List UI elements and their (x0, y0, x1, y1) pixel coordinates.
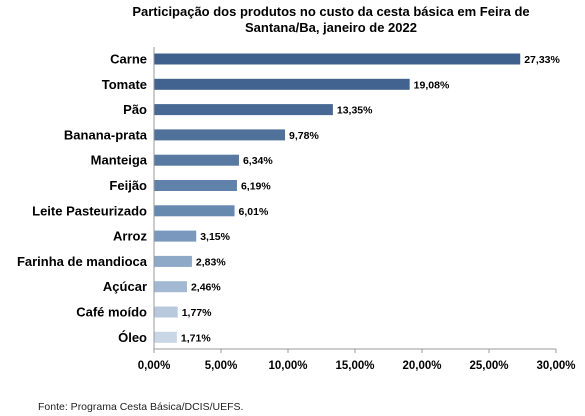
bar (154, 129, 286, 141)
x-tick-label: 20,00% (402, 360, 441, 372)
x-tick-label: 10,00% (268, 360, 307, 372)
value-label: 6,34% (243, 155, 273, 167)
bar (154, 281, 187, 293)
bar (154, 306, 178, 318)
value-label: 9,78% (289, 130, 319, 142)
chart-title-line-1: Participação dos produtos no custo da ce… (132, 4, 529, 19)
category-label: Óleo (118, 330, 147, 345)
value-label: 27,33% (524, 54, 560, 66)
bar (154, 255, 192, 267)
bar (154, 230, 197, 242)
bar (154, 78, 410, 90)
category-label: Açúcar (103, 279, 147, 294)
value-label: 2,46% (191, 282, 221, 294)
x-axis: 0,00% 5,00% 10,00% 15,00% 20,00% 25,00% 30,00% (138, 47, 576, 372)
category-label: Banana-prata (64, 127, 148, 142)
value-label: 6,19% (241, 181, 271, 193)
category-label: Manteiga (91, 153, 148, 168)
bar (154, 53, 521, 65)
bar (154, 331, 177, 343)
category-label: Farinha de mandioca (17, 254, 148, 269)
bar (154, 205, 235, 217)
category-label: Carne (110, 52, 147, 67)
category-label: Leite Pasteurizado (32, 203, 147, 218)
category-label: Tomate (102, 77, 147, 92)
category-label: Arroz (113, 229, 147, 244)
x-tick-label: 5,00% (205, 360, 238, 372)
value-label: 13,35% (337, 105, 373, 117)
source-note: Fonte: Programa Cesta Básica/DCIS/UEFS. (38, 401, 244, 413)
category-label: Pão (123, 102, 147, 117)
x-tick-label: 30,00% (536, 360, 575, 372)
value-label: 3,15% (200, 231, 230, 243)
bar (154, 154, 239, 166)
x-tick-label: 0,00% (138, 360, 171, 372)
category-label: Café moído (76, 305, 147, 320)
bar (154, 180, 237, 191)
x-tick-label: 15,00% (335, 360, 374, 372)
value-label: 2,83% (196, 256, 226, 268)
category-label: Feijão (109, 178, 147, 193)
x-tick-label: 25,00% (469, 360, 508, 372)
value-label: 1,77% (182, 307, 212, 319)
value-label: 1,71% (181, 332, 211, 344)
chart-title-line-2: Santana/Ba, janeiro de 2022 (245, 20, 417, 35)
bars-layer: Carne 27,33% Tomate 19,08% Pão 13,35% Banana-p… (17, 52, 561, 345)
bar (154, 104, 333, 116)
value-label: 6,01% (239, 206, 269, 218)
value-label: 19,08% (414, 79, 450, 91)
